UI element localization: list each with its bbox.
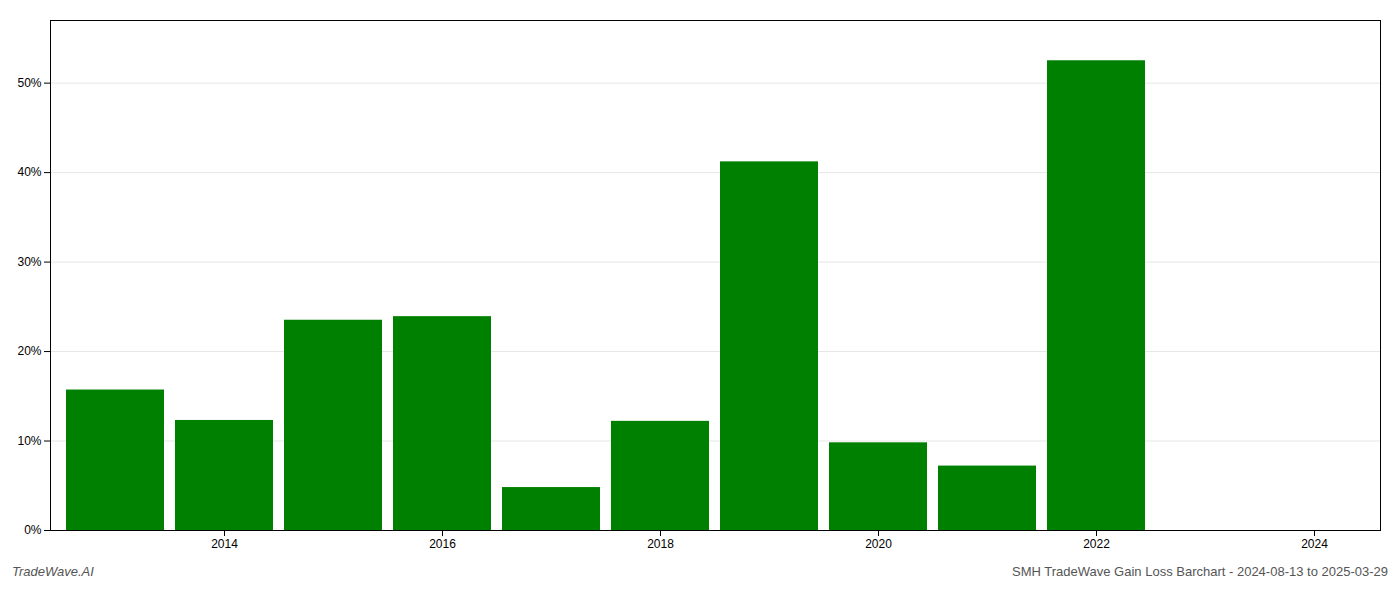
svg-text:2016: 2016 — [429, 537, 456, 551]
svg-text:0%: 0% — [24, 523, 42, 537]
svg-text:40%: 40% — [17, 165, 41, 179]
svg-text:30%: 30% — [17, 255, 41, 269]
html-text:TradeWave.AI: TradeWave.AI — [12, 564, 94, 579]
html-text:SMH TradeWave Gain Loss Barcha: SMH TradeWave Gain Loss Barchart - 2024-… — [1012, 564, 1388, 579]
svg-text:2018: 2018 — [647, 537, 674, 551]
svg-text:10%: 10% — [17, 434, 41, 448]
svg-text:20%: 20% — [17, 344, 41, 358]
svg-text:2022: 2022 — [1083, 537, 1110, 551]
svg-text:50%: 50% — [17, 76, 41, 90]
svg-text:2014: 2014 — [211, 537, 238, 551]
svg-text:2020: 2020 — [865, 537, 892, 551]
svg-text:2024: 2024 — [1301, 537, 1328, 551]
